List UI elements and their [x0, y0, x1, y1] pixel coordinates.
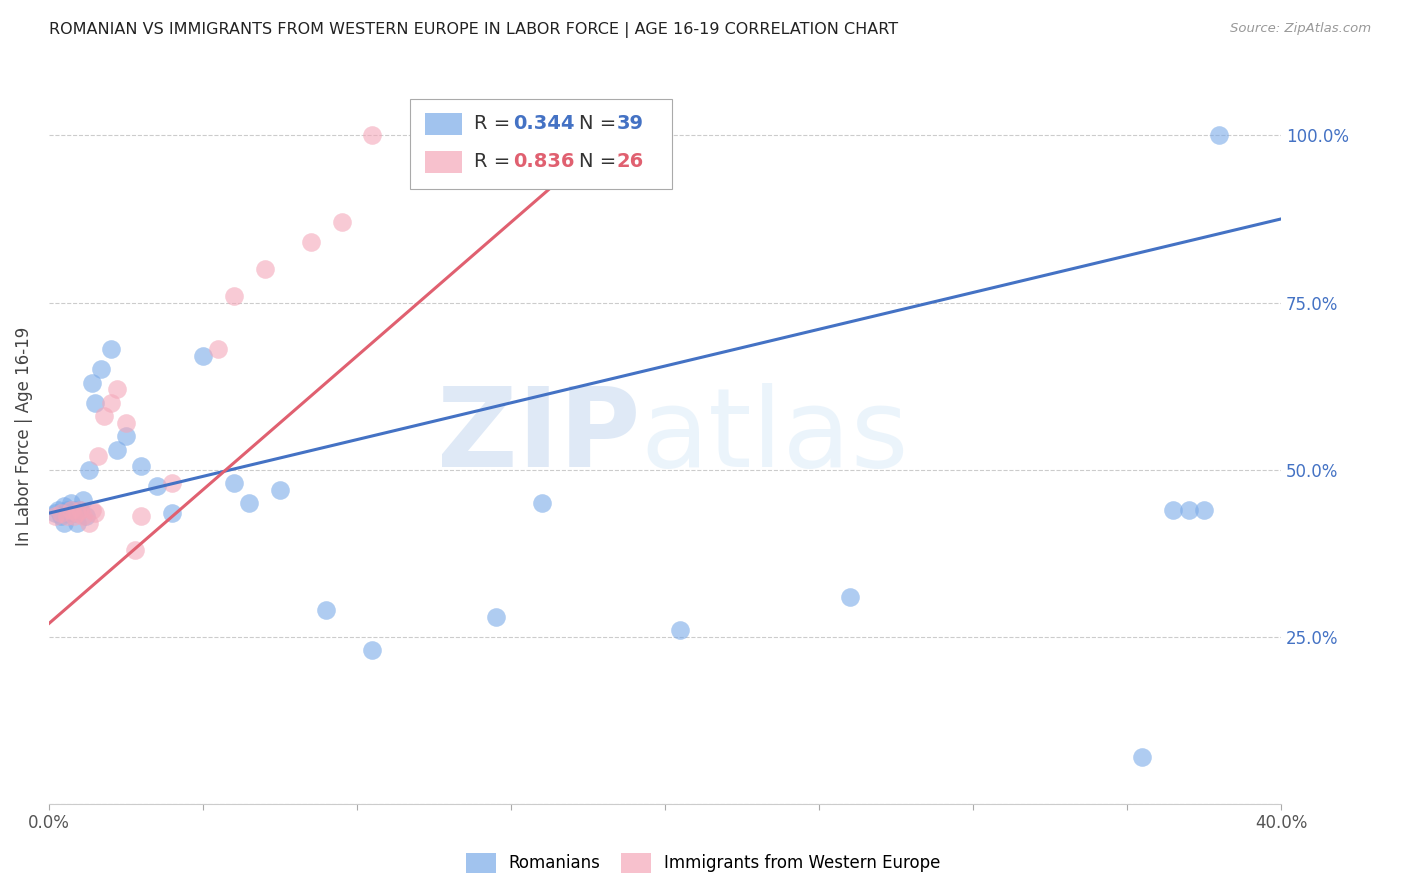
Point — [44, 509, 66, 524]
Point — [66, 506, 89, 520]
FancyBboxPatch shape — [425, 151, 461, 173]
Point — [105, 383, 128, 397]
Point — [72, 509, 94, 524]
Point — [62, 509, 84, 524]
Point — [315, 603, 337, 617]
Point — [105, 442, 128, 457]
Point — [207, 343, 229, 357]
Point — [59, 496, 82, 510]
Text: ROMANIAN VS IMMIGRANTS FROM WESTERN EUROPE IN LABOR FORCE | AGE 16-19 CORRELATIO: ROMANIAN VS IMMIGRANTS FROM WESTERN EURO… — [49, 22, 898, 38]
Point — [253, 262, 276, 277]
Point — [53, 516, 76, 531]
Point — [84, 506, 107, 520]
Point — [90, 362, 112, 376]
Point — [408, 128, 430, 143]
Point — [269, 483, 291, 497]
Point — [222, 289, 245, 303]
Point — [80, 376, 103, 390]
Point — [69, 503, 91, 517]
Point — [62, 506, 84, 520]
Point — [46, 503, 69, 517]
Point — [330, 215, 353, 229]
Point — [299, 235, 322, 250]
Text: 0.344: 0.344 — [513, 114, 575, 133]
FancyBboxPatch shape — [425, 112, 461, 135]
Point — [160, 476, 183, 491]
Point — [77, 463, 100, 477]
Point — [51, 506, 73, 520]
Point — [1130, 750, 1153, 764]
Point — [72, 492, 94, 507]
Point — [87, 450, 110, 464]
FancyBboxPatch shape — [411, 99, 672, 189]
Point — [484, 609, 506, 624]
Point — [53, 500, 76, 514]
Point — [838, 590, 860, 604]
Point — [361, 643, 384, 657]
Text: 0.836: 0.836 — [513, 153, 575, 171]
Point — [56, 503, 79, 517]
Point — [530, 496, 553, 510]
Point — [131, 509, 153, 524]
Point — [80, 503, 103, 517]
Point — [1161, 503, 1184, 517]
Point — [115, 429, 138, 443]
Text: 39: 39 — [617, 114, 644, 133]
Point — [1192, 503, 1215, 517]
Point — [124, 542, 146, 557]
Point — [191, 349, 214, 363]
Point — [100, 343, 122, 357]
Point — [361, 128, 384, 143]
Point — [69, 503, 91, 517]
Text: R =: R = — [474, 114, 516, 133]
Point — [238, 496, 260, 510]
Point — [62, 503, 84, 517]
Point — [44, 506, 66, 520]
Point — [115, 416, 138, 430]
Point — [160, 506, 183, 520]
Point — [56, 506, 79, 520]
Text: N =: N = — [579, 114, 623, 133]
Legend: Romanians, Immigrants from Western Europe: Romanians, Immigrants from Western Europ… — [458, 847, 948, 880]
Point — [131, 459, 153, 474]
Text: R =: R = — [474, 153, 516, 171]
Point — [59, 503, 82, 517]
Point — [77, 516, 100, 531]
Text: Source: ZipAtlas.com: Source: ZipAtlas.com — [1230, 22, 1371, 36]
Text: ZIP: ZIP — [437, 383, 640, 490]
Text: 26: 26 — [617, 153, 644, 171]
Point — [669, 623, 692, 637]
Point — [84, 396, 107, 410]
Point — [75, 509, 97, 524]
Text: atlas: atlas — [640, 383, 908, 490]
Point — [1208, 128, 1230, 143]
Point — [222, 476, 245, 491]
Point — [51, 509, 73, 524]
Point — [146, 479, 169, 493]
Point — [66, 516, 89, 531]
Text: N =: N = — [579, 153, 623, 171]
Point — [56, 509, 79, 524]
Point — [93, 409, 115, 424]
Y-axis label: In Labor Force | Age 16-19: In Labor Force | Age 16-19 — [15, 326, 32, 546]
Point — [1177, 503, 1199, 517]
Point — [100, 396, 122, 410]
